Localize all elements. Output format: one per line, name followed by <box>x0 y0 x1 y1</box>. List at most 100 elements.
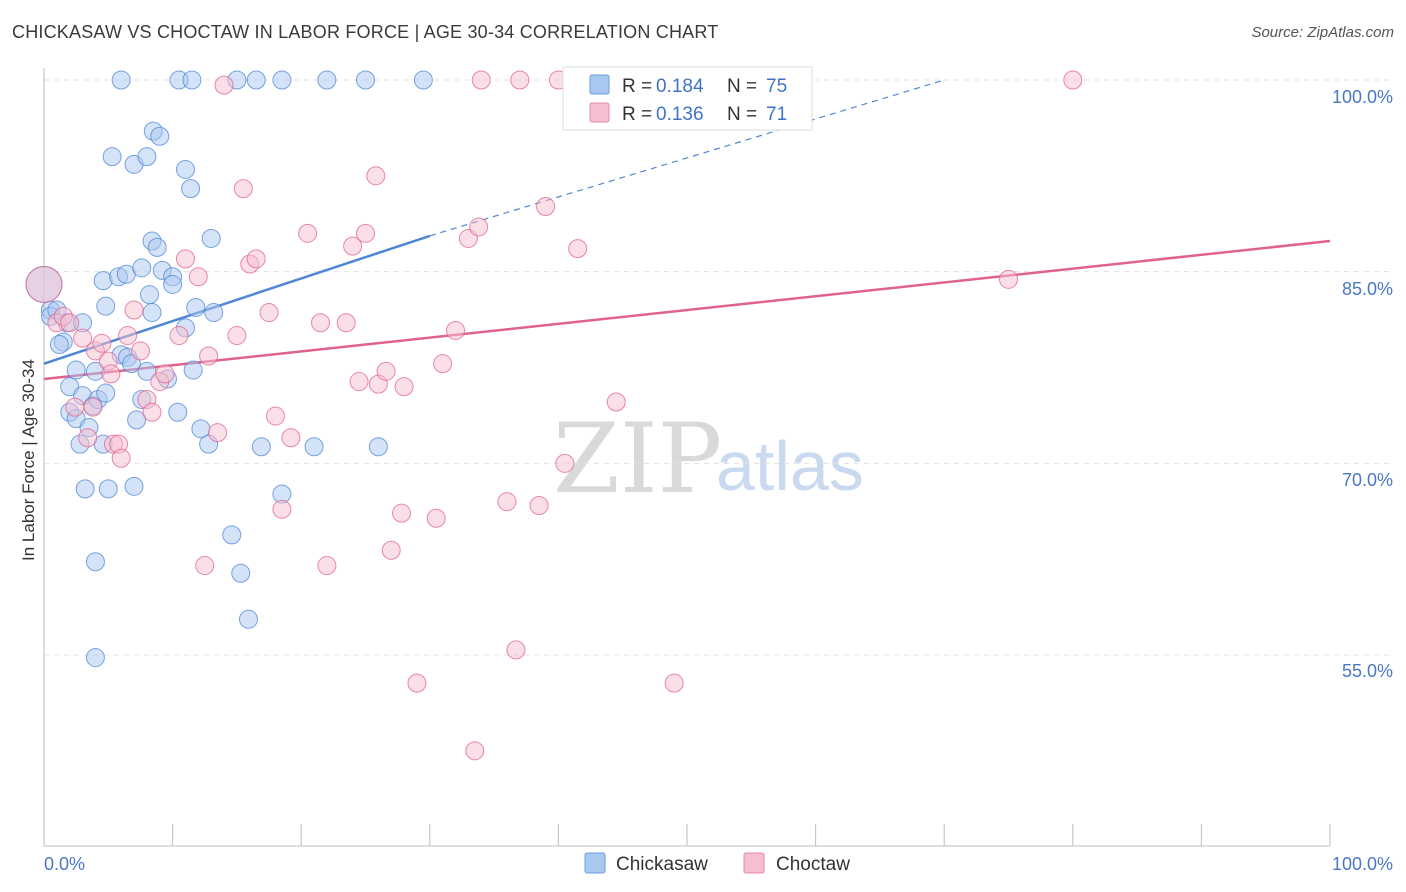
point-chickasaw-19 <box>85 648 105 668</box>
point-choctaw-25 <box>195 556 215 576</box>
point-chickasaw-29 <box>111 70 131 90</box>
y-tick-label-70: 70.0% <box>1342 470 1393 490</box>
bottom-legend-label-chickasaw: Chickasaw <box>616 854 708 875</box>
legend-r-value-choctaw: 0.136 <box>656 104 704 125</box>
x-tick-label-0: 0.0% <box>44 854 85 874</box>
point-chickasaw-40 <box>139 285 159 305</box>
point-chickasaw-44 <box>147 237 167 257</box>
legend-r-label-choctaw: R = <box>622 104 652 125</box>
point-choctaw-37 <box>298 223 318 243</box>
point-chickasaw-38 <box>137 147 157 167</box>
point-choctaw-61 <box>529 496 549 515</box>
point-chickasaw-67 <box>356 70 375 90</box>
point-chickasaw-50 <box>168 402 188 422</box>
point-choctaw-38 <box>310 313 330 333</box>
point-chickasaw-61 <box>231 563 251 583</box>
point-choctaw-57 <box>471 70 491 90</box>
gridlines <box>44 79 1392 656</box>
point-chickasaw-74 <box>272 70 292 90</box>
point-choctaw-42 <box>349 372 369 392</box>
point-chickasaw-55 <box>186 297 206 317</box>
point-chickasaw-25 <box>98 479 118 499</box>
bottom-legend: Chickasaw Choctaw <box>584 852 850 875</box>
point-chickasaw-33 <box>124 476 144 496</box>
point-choctaw-51 <box>426 508 446 528</box>
point-choctaw-21 <box>155 364 175 384</box>
point-choctaw-4 <box>65 397 85 417</box>
point-chickasaw-59 <box>204 303 224 323</box>
point-choctaw-7 <box>83 397 103 417</box>
point-choctaw-49 <box>394 377 414 397</box>
y-tick-label-100: 100.0% <box>1332 87 1393 107</box>
point-choctaw-24 <box>188 267 208 287</box>
point-chickasaw-69 <box>413 70 433 90</box>
point-choctaw-50 <box>407 673 427 693</box>
legend-swatch-chickasaw <box>589 74 610 95</box>
point-chickasaw-65 <box>304 437 324 457</box>
point-choctaw-15 <box>118 326 138 346</box>
point-choctaw-5 <box>73 328 93 348</box>
legend: R = 0.184 N = 75 R = 0.136 N = 71 <box>562 66 813 131</box>
point-choctaw-32 <box>246 249 266 269</box>
x-tick-label-100: 100.0% <box>1332 854 1393 874</box>
point-choctaw-22 <box>169 326 189 346</box>
point-chickasaw-18 <box>85 552 105 572</box>
point-choctaw-0 <box>25 265 63 303</box>
legend-n-value-chickasaw: 75 <box>766 76 787 97</box>
point-choctaw-9 <box>92 333 112 353</box>
point-chickasaw-36 <box>132 258 152 278</box>
point-choctaw-30 <box>233 179 253 199</box>
point-choctaw-39 <box>317 556 337 576</box>
legend-n-value-choctaw: 71 <box>766 104 787 125</box>
point-chickasaw-73 <box>246 70 266 90</box>
point-chickasaw-14 <box>75 479 95 499</box>
point-choctaw-43 <box>356 223 375 243</box>
point-choctaw-58 <box>497 492 517 512</box>
point-chickasaw-26 <box>102 147 122 167</box>
point-choctaw-11 <box>101 364 121 384</box>
point-choctaw-62 <box>536 197 556 216</box>
point-chickasaw-53 <box>181 179 201 199</box>
point-choctaw-27 <box>208 423 228 443</box>
legend-swatch-choctaw <box>589 102 610 123</box>
point-choctaw-29 <box>227 326 247 346</box>
legend-r-value-chickasaw: 0.184 <box>656 76 704 97</box>
bottom-legend-label-choctaw: Choctaw <box>776 854 850 875</box>
legend-r-label-chickasaw: R = <box>622 76 652 97</box>
point-choctaw-34 <box>265 406 285 426</box>
point-choctaw-59 <box>506 640 526 660</box>
point-chickasaw-63 <box>251 437 271 457</box>
trend-line-choctaw <box>43 239 1331 381</box>
point-choctaw-19 <box>142 402 162 422</box>
point-choctaw-36 <box>281 428 301 448</box>
point-choctaw-26 <box>199 346 219 366</box>
point-choctaw-48 <box>392 503 412 523</box>
point-choctaw-46 <box>376 361 396 381</box>
point-choctaw-23 <box>175 249 195 269</box>
watermark-atlas: atlas <box>716 427 864 505</box>
point-choctaw-3 <box>60 313 80 333</box>
y-tick-label-55: 55.0% <box>1342 661 1393 681</box>
point-chickasaw-62 <box>238 609 258 629</box>
bottom-legend-swatch-chickasaw <box>584 852 606 874</box>
point-chickasaw-60 <box>222 525 242 545</box>
y-axis-title: In Labor Force | Age 30-34 <box>19 359 38 561</box>
legend-n-label-chickasaw: N = <box>727 76 757 97</box>
point-choctaw-17 <box>130 341 150 361</box>
axes <box>43 68 1331 847</box>
point-choctaw-55 <box>465 741 485 761</box>
point-choctaw-33 <box>259 303 279 323</box>
point-choctaw-56 <box>469 217 489 237</box>
data-points <box>25 70 1083 761</box>
watermark: ZIP atlas <box>553 403 864 515</box>
point-chickasaw-35 <box>127 410 147 430</box>
chart-source: Source: ZipAtlas.com <box>1251 24 1394 41</box>
point-choctaw-71 <box>1063 70 1083 90</box>
point-chickasaw-24 <box>96 383 116 403</box>
point-choctaw-40 <box>336 313 356 333</box>
legend-n-label-choctaw: N = <box>727 104 757 125</box>
point-chickasaw-23 <box>96 296 116 316</box>
point-chickasaw-10 <box>66 360 86 380</box>
trend-line-extension-chickasaw <box>429 79 945 237</box>
